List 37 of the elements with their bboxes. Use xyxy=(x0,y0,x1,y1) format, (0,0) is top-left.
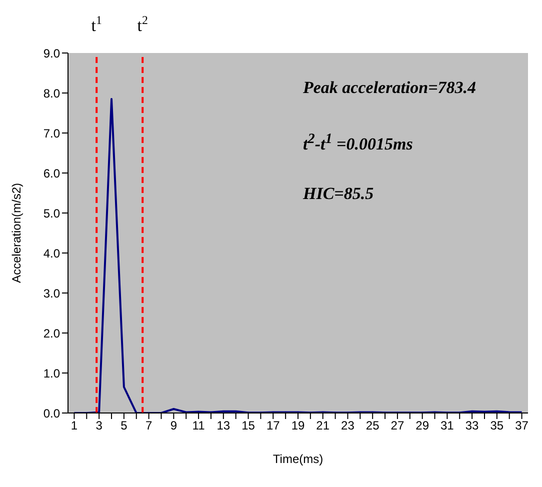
ref-line-label: t$^{1}$ xyxy=(91,13,102,35)
x-tick-label: 37 xyxy=(515,418,529,433)
annotation: t$^{2}$-t$^{1}$ =0.0015ms xyxy=(303,131,413,155)
y-tick-label: 5.0 xyxy=(43,206,60,220)
x-tick-label: 7 xyxy=(145,418,152,433)
x-tick-label: 33 xyxy=(465,418,480,433)
x-tick-label: 5 xyxy=(120,418,128,433)
x-tick-label: 13 xyxy=(216,418,230,433)
x-tick-label: 27 xyxy=(390,418,404,433)
x-tick-label: 21 xyxy=(316,418,330,433)
y-tick-label: 6.0 xyxy=(43,166,60,180)
x-tick-label: 35 xyxy=(490,418,504,433)
x-tick-label: 19 xyxy=(291,418,305,433)
y-tick-label: 0.0 xyxy=(43,406,60,420)
y-axis-title: Acceleration(m/s2) xyxy=(9,182,24,284)
x-tick-label: 1 xyxy=(70,418,78,433)
x-tick-label: 3 xyxy=(96,418,103,433)
annotation: Peak acceleration=783.4 xyxy=(303,78,476,98)
x-tick-label: 23 xyxy=(341,418,355,433)
y-tick-label: 9.0 xyxy=(43,46,60,60)
y-tick-label: 4.0 xyxy=(43,246,60,260)
x-tick-label: 15 xyxy=(242,418,256,433)
y-tick-label: 2.0 xyxy=(43,326,60,340)
annotation: HIC=85.5 xyxy=(303,184,374,204)
x-tick-label: 29 xyxy=(416,418,430,433)
line-series xyxy=(73,98,523,413)
x-axis-title: Time(ms) xyxy=(272,452,324,466)
x-tick-label: 17 xyxy=(266,418,280,433)
y-tick-label: 3.0 xyxy=(43,286,60,300)
y-tick-label: 8.0 xyxy=(43,86,60,100)
x-tick-label: 31 xyxy=(440,418,454,433)
x-tick-label: 25 xyxy=(366,418,380,433)
y-tick-label: 1.0 xyxy=(43,366,60,380)
y-tick-label: 7.0 xyxy=(43,126,60,140)
ref-line-label: t$^{2}$ xyxy=(137,13,148,35)
x-tick-label: 9 xyxy=(170,418,178,433)
x-tick-label: 11 xyxy=(192,418,206,433)
